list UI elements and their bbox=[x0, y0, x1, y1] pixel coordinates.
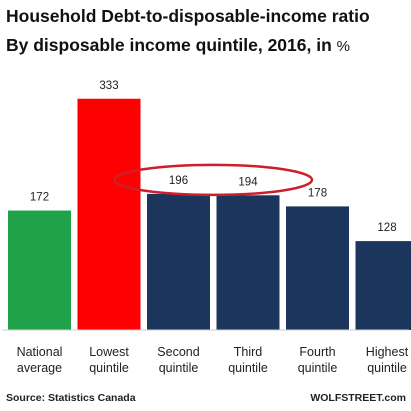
chart-subtitle: By disposable income quintile, 2016, in … bbox=[6, 35, 350, 55]
category-label-2-0: Second bbox=[157, 345, 199, 359]
source-note: Source: Statistics Canada bbox=[6, 392, 136, 404]
category-label-4-0: Fourth bbox=[299, 345, 335, 359]
category-label-1-1: quintile bbox=[89, 361, 129, 375]
category-label-group: National average Lowest quintile Second quint… bbox=[17, 345, 409, 375]
category-label-5-1: quintile bbox=[367, 361, 407, 375]
value-label-5: 128 bbox=[377, 222, 396, 234]
value-label-4: 178 bbox=[308, 187, 327, 199]
chart-title: Household Debt-to-disposable-income rati… bbox=[6, 6, 370, 26]
category-label-0-0: National bbox=[17, 345, 63, 359]
category-label-2-1: quintile bbox=[159, 361, 199, 375]
value-label-0: 172 bbox=[30, 192, 49, 204]
chart-subtitle-text: By disposable income quintile, 2016, in bbox=[6, 35, 332, 55]
highlight-annotation bbox=[113, 163, 314, 197]
bar-1 bbox=[77, 98, 141, 330]
bar-group bbox=[8, 98, 411, 330]
category-label-3-0: Third bbox=[234, 345, 263, 359]
bar-4 bbox=[286, 206, 349, 330]
category-label-5-0: Highest bbox=[366, 345, 409, 359]
bar-0 bbox=[8, 210, 71, 330]
category-label-4-1: quintile bbox=[298, 361, 338, 375]
value-label-3: 194 bbox=[238, 176, 258, 188]
value-label-2: 196 bbox=[169, 175, 188, 187]
category-label-0-1: average bbox=[17, 361, 62, 375]
chart-subtitle-unit: % bbox=[337, 38, 350, 55]
value-label-1: 333 bbox=[99, 80, 118, 92]
bar-5 bbox=[355, 241, 411, 330]
bar-2 bbox=[147, 193, 210, 330]
category-label-3-1: quintile bbox=[228, 361, 268, 375]
bar-3 bbox=[216, 195, 280, 330]
highlight-ellipse bbox=[113, 163, 314, 197]
category-label-1-0: Lowest bbox=[89, 345, 129, 359]
value-label-group: 172 333 196 194 178 128 bbox=[30, 80, 397, 234]
brand-label: WOLFSTREET.com bbox=[310, 392, 406, 404]
